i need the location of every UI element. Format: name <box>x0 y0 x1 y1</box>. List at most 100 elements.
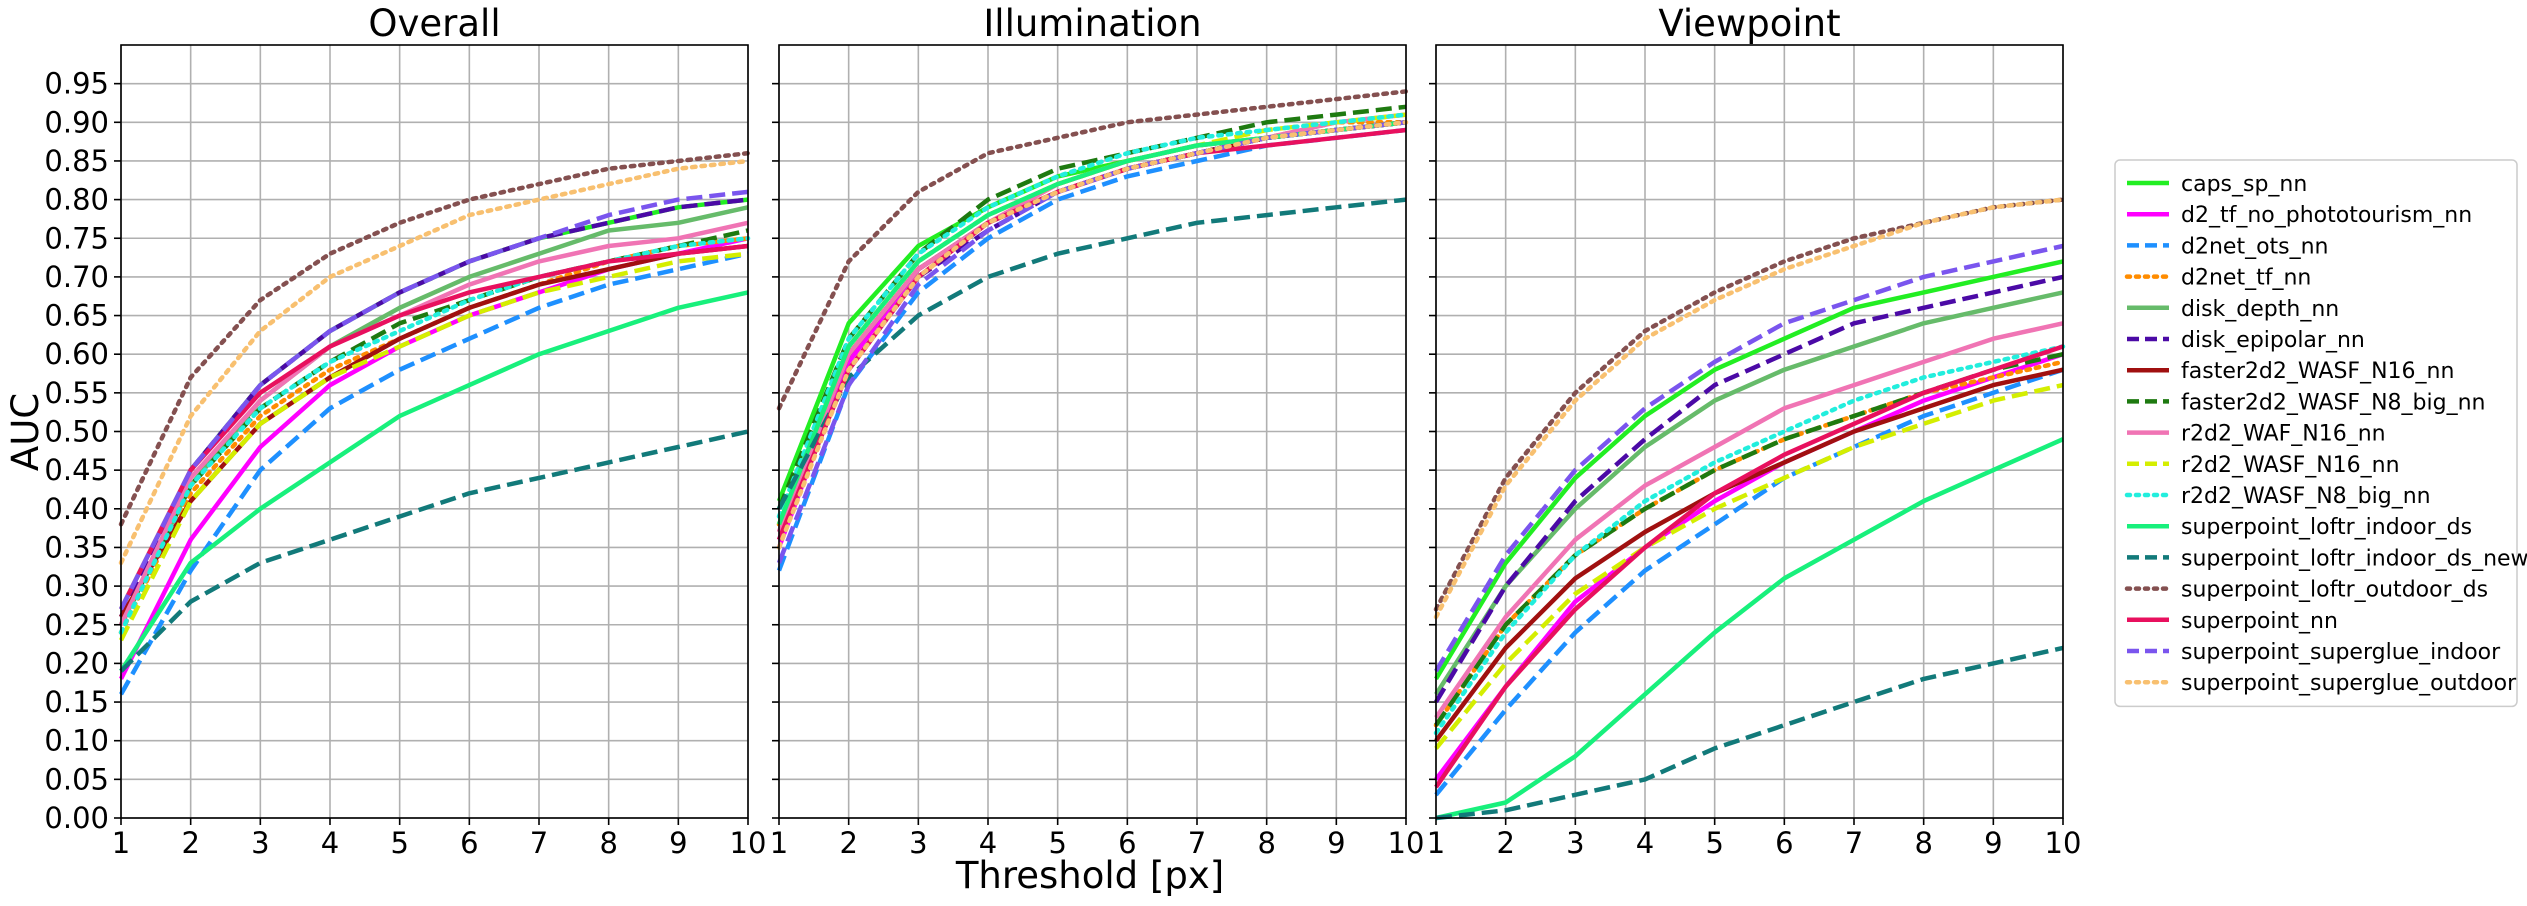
series-line-superpoint_superglue_outdoor <box>118 158 751 566</box>
series-line-faster2d2_WASF_N8_big_nn <box>1434 352 2064 727</box>
panel-title: Illumination <box>983 2 1201 45</box>
y-tick-label: 0.25 <box>44 608 109 642</box>
y-tick-label: 0.45 <box>44 453 109 487</box>
x-tick-label: 6 <box>460 826 478 860</box>
legend-label: disk_depth_nn <box>2181 297 2339 322</box>
legend-entry: disk_depth_nn <box>2127 297 2339 322</box>
y-tick-label: 0.90 <box>44 105 109 139</box>
series-line-superpoint_loftr_indoor_ds <box>119 290 749 673</box>
y-axis-label: AUC <box>4 393 47 471</box>
x-tick-label: 2 <box>839 826 857 860</box>
x-tick-label: 4 <box>1636 826 1654 860</box>
legend-entry: caps_sp_nn <box>2127 172 2307 197</box>
series-group <box>776 89 1409 572</box>
x-tick-label: 6 <box>1775 826 1793 860</box>
x-tick-label: 5 <box>390 826 408 860</box>
y-tick-label: 0.55 <box>44 376 109 410</box>
series-group <box>118 150 751 696</box>
y-tick-label: 0.95 <box>44 67 109 101</box>
series-group <box>1433 197 2066 821</box>
legend-entry: disk_epipolar_nn <box>2127 328 2365 353</box>
y-tick-label: 0.20 <box>44 646 109 680</box>
legend-entry: superpoint_superglue_indoor <box>2127 640 2501 665</box>
series-line-superpoint_loftr_indoor_ds_new <box>777 197 1407 510</box>
x-tick-label: 7 <box>530 826 548 860</box>
grid <box>120 45 749 819</box>
y-tick-label: 0.65 <box>44 299 109 333</box>
x-tick-label: 10 <box>2045 826 2082 860</box>
ticks: 1 2 3 4 5 6 7 8 9 10 <box>1427 82 2082 860</box>
x-tick-label: 9 <box>669 826 687 860</box>
series-line-superpoint_superglue_outdoor <box>1433 197 2066 620</box>
series-line-faster2d2_WASF_N16_nn <box>1434 367 2064 743</box>
legend-entry: faster2d2_WASF_N8_big_nn <box>2127 390 2485 415</box>
x-tick-label: 1 <box>770 826 788 860</box>
x-tick-label: 3 <box>909 826 927 860</box>
y-tick-label: 0.80 <box>44 183 109 217</box>
ticks: 1 2 3 4 5 6 7 8 9 10 <box>770 82 1425 860</box>
legend-entry: superpoint_loftr_indoor_ds <box>2127 515 2472 540</box>
x-tick-label: 8 <box>1914 826 1932 860</box>
series-line-disk_depth_nn <box>118 205 749 626</box>
series-line-r2d2_WASF_N16_nn <box>118 251 749 642</box>
y-tick-label: 0.35 <box>44 530 109 564</box>
x-tick-label: 1 <box>112 826 130 860</box>
legend-entry: superpoint_nn <box>2127 609 2338 634</box>
legend-label: d2net_tf_nn <box>2181 266 2311 291</box>
series-line-d2net_ots_nn <box>1434 367 2064 797</box>
legend-label: superpoint_superglue_outdoor <box>2181 671 2517 696</box>
x-tick-label: 1 <box>1427 826 1445 860</box>
x-tick-label: 5 <box>1048 826 1066 860</box>
series-line-superpoint_superglue_indoor <box>1434 243 2064 673</box>
legend-label: superpoint_superglue_indoor <box>2181 640 2501 665</box>
legend-label: superpoint_loftr_indoor_ds <box>2181 515 2472 540</box>
legend-label: d2_tf_no_phototourism_nn <box>2181 203 2472 228</box>
x-tick-label: 10 <box>1388 826 1425 860</box>
series-line-r2d2_WAF_N16_nn <box>118 220 749 626</box>
panel-overall: 1 2 3 4 5 6 7 8 9 10 0.00 0.05 0.10 0.15 0.20 0.25 0.30 0… <box>44 2 766 860</box>
x-tick-label: 4 <box>321 826 339 860</box>
x-tick-label: 7 <box>1188 826 1206 860</box>
legend-label: r2d2_WASF_N16_nn <box>2181 453 2400 478</box>
grid <box>1435 45 2064 819</box>
series-line-r2d2_WAF_N16_nn <box>1434 321 2064 719</box>
series-line-d2net_ots_nn <box>776 127 1407 572</box>
legend-box <box>2114 159 2518 708</box>
series-line-r2d2_WASF_N16_nn <box>1434 382 2064 750</box>
series-line-r2d2_WASF_N8_big_nn <box>118 236 751 635</box>
panel-viewpoint: 1 2 3 4 5 6 7 8 9 10 Viewpoint <box>1427 2 2082 860</box>
legend-label: superpoint_loftr_outdoor_ds <box>2181 578 2488 603</box>
panel-illumination: 1 2 3 4 5 6 7 8 9 10 Illumination <box>770 2 1425 860</box>
grid <box>778 45 1407 819</box>
legend-entry: superpoint_superglue_outdoor <box>2124 671 2517 696</box>
x-tick-label: 2 <box>1496 826 1514 860</box>
panels-layer: 1 2 3 4 5 6 7 8 9 10 0.00 0.05 0.10 0.15 0.20 0.25 0.30 0… <box>44 2 2081 860</box>
x-tick-label: 8 <box>599 826 617 860</box>
y-tick-label: 0.30 <box>44 569 109 603</box>
y-tick-label: 0.05 <box>44 762 109 796</box>
legend-entry: r2d2_WAF_N16_nn <box>2127 422 2386 447</box>
x-tick-label: 7 <box>1845 826 1863 860</box>
x-tick-label: 5 <box>1705 826 1723 860</box>
x-tick-label: 8 <box>1257 826 1275 860</box>
series-line-superpoint_loftr_indoor_ds <box>1435 437 2064 821</box>
series-line-r2d2_WASF_N8_big_nn <box>776 112 1409 519</box>
legend-entry: d2net_ots_nn <box>2127 234 2329 259</box>
x-tick-label: 4 <box>979 826 997 860</box>
y-tick-label: 0.70 <box>44 260 109 294</box>
legend-entry: d2net_tf_nn <box>2124 266 2311 291</box>
legend-label: superpoint_loftr_indoor_ds_new <box>2181 546 2527 571</box>
x-tick-label: 9 <box>1327 826 1345 860</box>
x-tick-label: 9 <box>1984 826 2002 860</box>
legend-label: r2d2_WAF_N16_nn <box>2181 422 2386 447</box>
series-line-superpoint_loftr_outdoor_ds <box>118 150 751 527</box>
legend-entry: r2d2_WASF_N16_nn <box>2127 453 2400 478</box>
ticks: 1 2 3 4 5 6 7 8 9 10 0.00 0.05 0.10 0.15 0.20 0.25 0.30 0… <box>44 67 766 860</box>
x-tick-label: 3 <box>1566 826 1584 860</box>
x-tick-label: 3 <box>251 826 269 860</box>
y-tick-label: 0.50 <box>44 415 109 449</box>
y-tick-label: 0.40 <box>44 492 109 526</box>
series-line-superpoint_superglue_outdoor <box>776 120 1409 550</box>
